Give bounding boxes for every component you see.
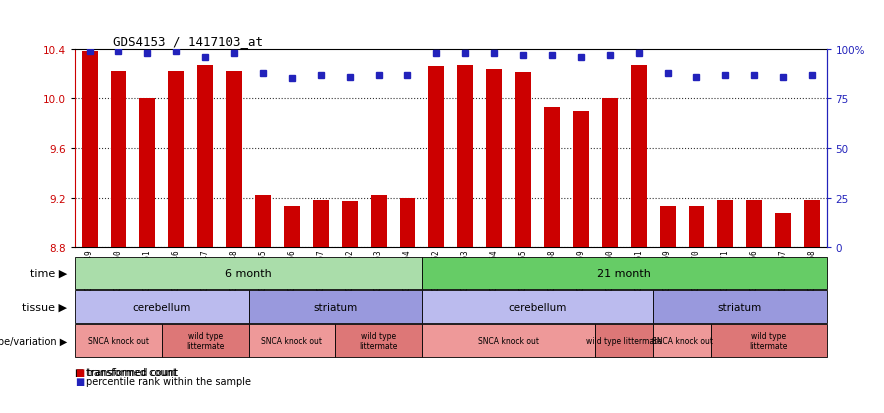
Bar <box>248 325 335 357</box>
Bar <box>75 257 422 289</box>
Bar <box>255 196 271 248</box>
Text: ■: ■ <box>75 376 84 386</box>
Text: 6 month: 6 month <box>225 268 272 278</box>
Bar <box>400 198 415 248</box>
Bar <box>422 291 653 323</box>
Bar <box>711 325 827 357</box>
Bar <box>595 325 653 357</box>
Text: ■ transformed count: ■ transformed count <box>75 367 179 377</box>
Text: 21 month: 21 month <box>598 268 652 278</box>
Bar <box>226 72 242 248</box>
Bar <box>804 201 820 248</box>
Bar <box>168 72 184 248</box>
Text: cerebellum: cerebellum <box>508 302 567 312</box>
Bar <box>429 67 445 248</box>
Bar <box>75 325 162 357</box>
Text: wild type
littermate: wild type littermate <box>186 331 225 350</box>
Text: percentile rank within the sample: percentile rank within the sample <box>86 376 251 386</box>
Bar <box>775 213 791 248</box>
Bar <box>718 201 734 248</box>
Bar <box>746 201 762 248</box>
Text: tissue ▶: tissue ▶ <box>22 302 71 312</box>
Bar <box>81 52 97 248</box>
Text: SNCA knock out: SNCA knock out <box>262 336 323 345</box>
Text: wild type littermate: wild type littermate <box>586 336 662 345</box>
Bar <box>515 73 531 248</box>
Bar <box>335 325 422 357</box>
Bar <box>140 99 156 248</box>
Bar <box>284 207 300 248</box>
Bar <box>573 112 589 248</box>
Text: SNCA knock out: SNCA knock out <box>478 336 539 345</box>
Bar <box>457 66 473 248</box>
Bar <box>422 257 827 289</box>
Bar <box>486 69 502 248</box>
Bar <box>422 325 595 357</box>
Bar <box>75 291 248 323</box>
Bar <box>602 99 618 248</box>
Bar <box>110 72 126 248</box>
Text: genotype/variation ▶: genotype/variation ▶ <box>0 336 71 346</box>
Text: time ▶: time ▶ <box>30 268 71 278</box>
Text: GDS4153 / 1417103_at: GDS4153 / 1417103_at <box>113 36 263 48</box>
Bar <box>162 325 248 357</box>
Bar <box>342 202 358 248</box>
Text: cerebellum: cerebellum <box>133 302 191 312</box>
Bar <box>653 325 711 357</box>
Text: SNCA knock out: SNCA knock out <box>652 336 713 345</box>
Text: transformed count: transformed count <box>86 367 177 377</box>
Text: SNCA knock out: SNCA knock out <box>88 336 149 345</box>
Bar <box>544 108 560 248</box>
Bar <box>197 66 213 248</box>
Text: striatum: striatum <box>718 302 762 312</box>
Text: wild type
littermate: wild type littermate <box>360 331 398 350</box>
Bar <box>653 291 827 323</box>
Text: wild type
littermate: wild type littermate <box>750 331 788 350</box>
Bar <box>248 291 422 323</box>
Bar <box>659 207 675 248</box>
Bar <box>313 201 329 248</box>
Text: striatum: striatum <box>313 302 357 312</box>
Bar <box>631 66 646 248</box>
Bar <box>370 196 386 248</box>
Bar <box>689 207 705 248</box>
Text: ■: ■ <box>75 367 84 377</box>
